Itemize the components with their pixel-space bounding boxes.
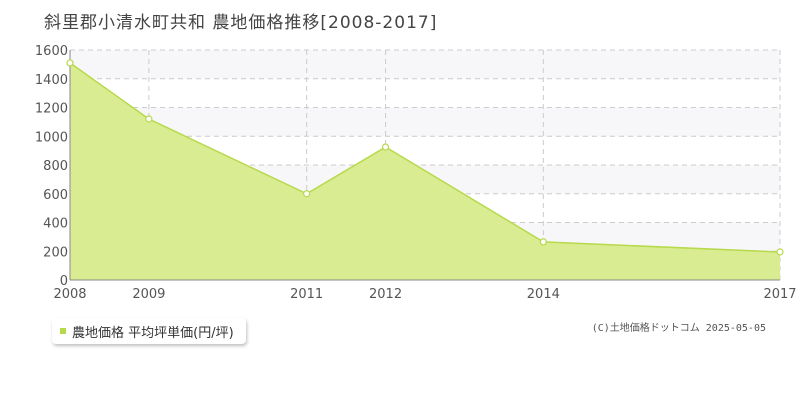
x-tick-labels: 2008 2009 2011 2012 2014 2017	[53, 287, 796, 302]
legend-swatch	[60, 328, 66, 334]
data-point	[776, 248, 784, 256]
y-tick-label: 1200	[35, 102, 68, 117]
legend-label: 農地価格 平均坪単価(円/坪)	[72, 325, 234, 341]
data-point	[145, 115, 153, 123]
y-tick-label: 1000	[35, 130, 68, 145]
x-tick-label: 2008	[53, 287, 86, 302]
data-point	[381, 143, 390, 151]
data-point	[66, 59, 74, 67]
y-tick-label: 1400	[35, 73, 68, 88]
grid-band	[70, 107, 780, 137]
data-point	[539, 238, 547, 246]
axes	[69, 50, 780, 281]
x-tick-label: 2011	[290, 287, 323, 302]
y-tick-label: 0	[60, 274, 68, 289]
copyright-text: (C)土地価格ドットコム 2025-05-05	[591, 323, 766, 334]
x-tick-label: 2009	[132, 287, 165, 302]
legend: 農地価格 平均坪単価(円/坪)	[52, 318, 246, 344]
grid-band	[70, 50, 780, 79]
y-tick-label: 400	[43, 217, 68, 232]
x-tick-label: 2012	[369, 287, 402, 302]
y-tick-label: 200	[43, 245, 68, 260]
chart-title: 斜里郡小清水町共和 農地価格推移[2008-2017]	[44, 13, 438, 33]
y-tick-label: 1600	[35, 44, 68, 59]
y-tick-labels: 0 200 400 600 800 1000 1200 1400 1600	[35, 44, 68, 289]
data-points	[66, 59, 784, 256]
y-tick-label: 600	[43, 188, 68, 203]
x-tick-label: 2014	[527, 287, 560, 302]
y-tick-label: 800	[43, 159, 68, 174]
x-tick-label: 2017	[763, 287, 796, 302]
series-line	[69, 62, 781, 253]
data-point	[303, 190, 311, 198]
